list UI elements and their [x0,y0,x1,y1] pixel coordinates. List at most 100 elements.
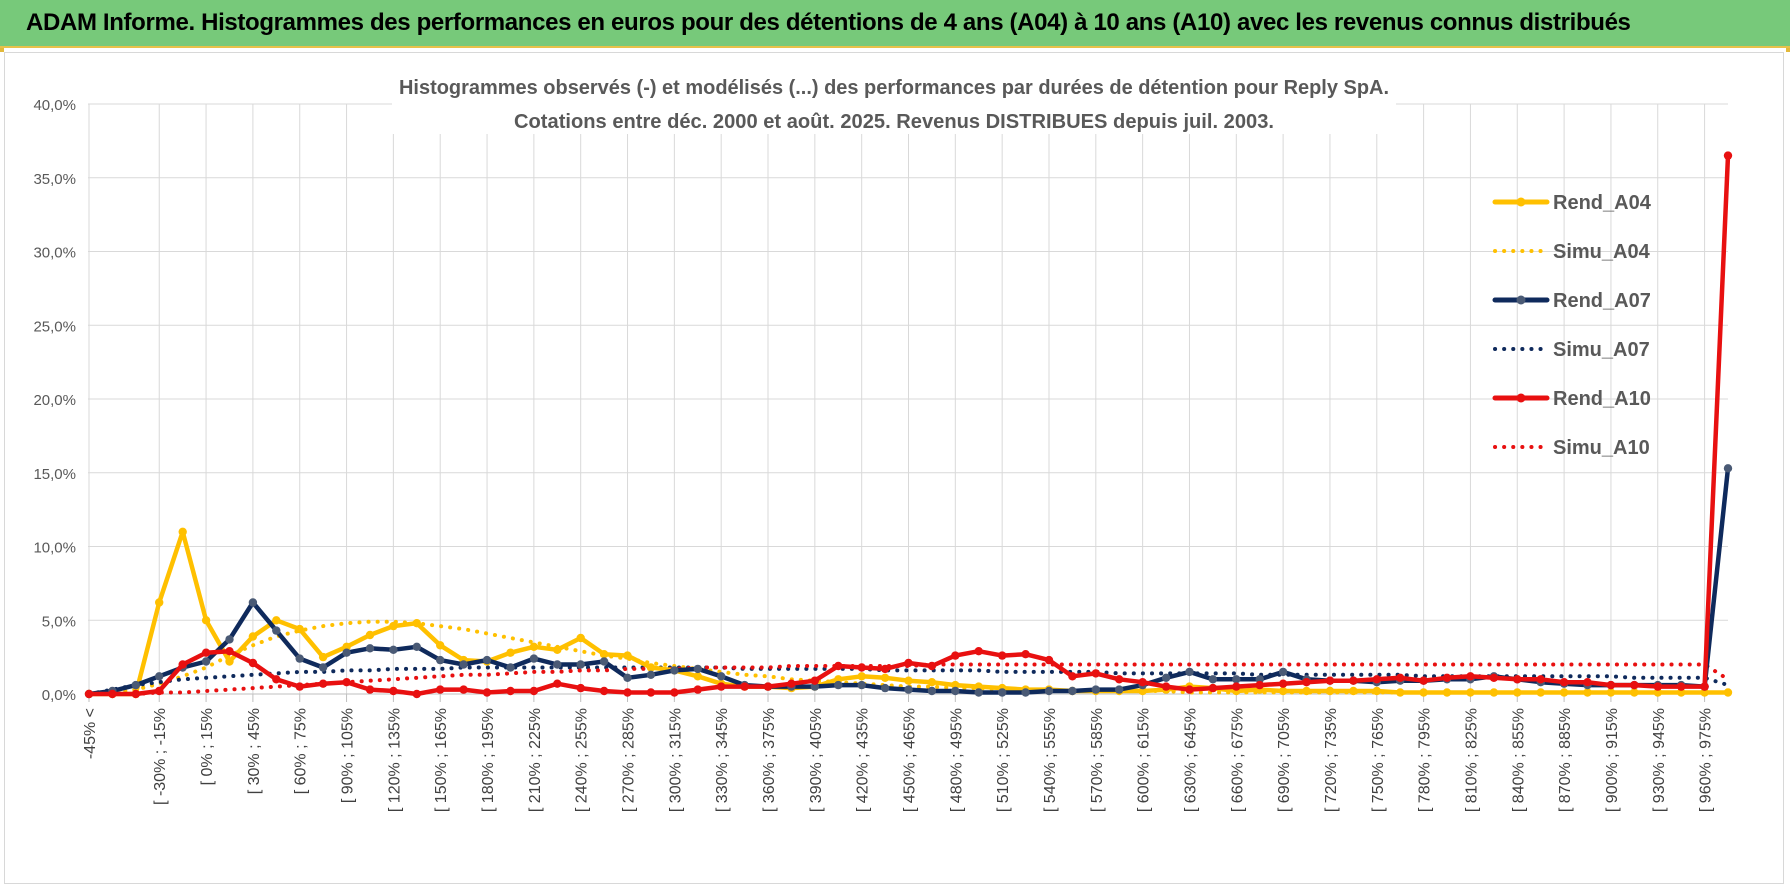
data-point [998,688,1007,697]
data-point [599,650,609,659]
legend-item-Simu_A07: Simu_A07 [1493,339,1650,361]
y-tick-label: 25,0% [33,318,76,335]
data-point [670,666,679,675]
data-point [1091,669,1101,678]
data-point [342,648,351,657]
data-point [201,648,211,657]
legend-label: Rend_A07 [1553,290,1651,312]
data-point [717,682,726,691]
data-point [553,679,562,688]
data-point [318,652,328,662]
x-tick-label: [ 930% ; 945% [1651,708,1668,812]
data-point [834,680,843,690]
data-point [880,664,890,674]
x-tick-label: [ 810% ; 825% [1463,708,1480,812]
x-tick-label: [ 270% ; 285% [621,708,638,812]
x-tick-label: [ 210% ; 225% [527,708,544,812]
data-point [155,598,164,607]
x-tick-label: [ 720% ; 735% [1323,708,1340,812]
x-tick-label: [ 960% ; 975% [1698,708,1715,812]
data-point [646,670,656,679]
y-tick-label: 40,0% [33,97,76,114]
series-Rend_A07 [84,464,1733,699]
x-tick-label: [ 90% ; 105% [340,708,357,803]
data-point [1396,688,1405,697]
data-point [646,688,656,697]
data-point [225,657,234,666]
data-point [763,682,773,691]
data-point [84,689,94,699]
data-point [412,619,421,628]
data-point [553,660,562,669]
report-header-bar: ADAM Informe. Histogrammes des performan… [0,0,1790,48]
data-point [927,678,937,687]
x-tick-label: [ 780% ; 795% [1417,708,1434,812]
data-point [436,685,445,694]
data-point [857,672,866,681]
data-point [295,654,304,663]
data-point [974,647,983,656]
data-point [1536,688,1545,697]
data-point [1489,688,1499,697]
data-point [1700,688,1709,697]
data-point [1115,675,1124,684]
data-point [1630,680,1639,690]
corner-mark-right [1786,48,1790,52]
data-point [389,645,398,654]
data-point [1044,686,1054,696]
data-point [576,683,585,693]
data-point [506,648,515,657]
x-tick-label: [ 180% ; 195% [480,708,497,812]
data-point [1325,686,1335,696]
data-point [178,527,187,536]
data-point [1723,688,1733,697]
data-point [225,647,234,656]
data-point [1161,682,1171,691]
x-tick-label: [ 240% ; 255% [574,708,591,812]
data-point [459,660,468,669]
x-tick-label: [ 360% ; 375% [761,708,778,812]
data-point [248,598,258,607]
legend-label: Simu_A07 [1553,339,1650,361]
data-point [1068,672,1077,681]
data-point [1723,151,1733,160]
y-tick-label: 30,0% [33,245,76,262]
corner-mark-left [0,48,4,52]
data-point [1677,688,1686,697]
data-point [1419,676,1428,685]
data-point [1349,686,1358,696]
x-tick-label: [ 660% ; 675% [1229,708,1246,812]
x-tick-label: [ 300% ; 315% [667,708,684,812]
data-point [998,651,1007,660]
data-point [576,633,585,643]
data-point [1255,675,1264,684]
data-point [529,686,539,696]
series-line-Simu_A07 [87,665,1730,696]
data-point [951,680,960,690]
x-tick-label: [ 330% ; 345% [714,708,731,812]
data-point [108,689,117,699]
data-point [646,663,656,672]
x-tick-label: [ 30% ; 45% [246,708,263,794]
data-point [1466,672,1475,681]
data-point [412,642,421,651]
data-point [1583,678,1592,687]
data-point [670,688,679,697]
data-point [1278,667,1288,677]
data-point [857,680,866,690]
data-point [1419,688,1428,697]
legend: Rend_A04 Simu_A04 Rend_A07 Simu_A07 Rend_A10… [1492,192,1652,459]
x-tick-label: [ 570% ; 585% [1089,708,1106,812]
data-point [1606,688,1616,697]
data-point [272,626,281,635]
data-point [1161,673,1171,682]
chart-title: Histogrammes observés (-) et modélisés (… [392,64,1396,134]
data-point [201,657,211,666]
data-point [1630,688,1639,697]
data-point [272,675,281,684]
x-tick-label: [ 540% ; 555% [1042,708,1059,812]
data-point [248,632,258,641]
data-point [810,676,819,685]
data-point [1115,685,1124,694]
data-point [318,679,328,688]
